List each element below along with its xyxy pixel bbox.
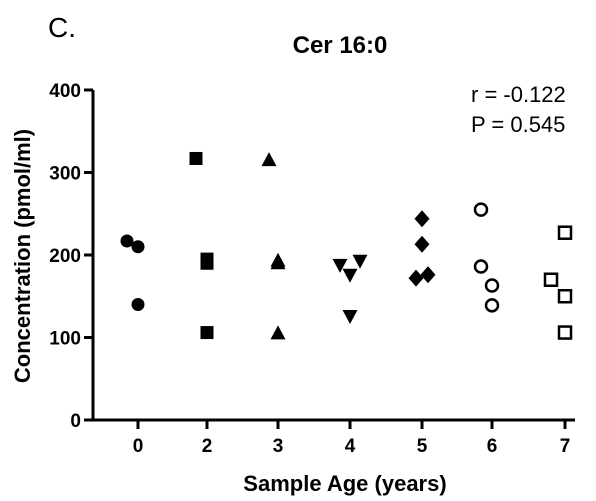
data-point (484, 298, 500, 313)
data-points (120, 151, 573, 340)
x-tick-label: 7 (560, 436, 571, 457)
data-point (484, 278, 500, 293)
axes (91, 90, 575, 422)
data-point (332, 258, 348, 273)
data-point (414, 235, 430, 253)
y-tick-label: 100 (49, 329, 81, 350)
x-axis-title: Sample Age (years) (243, 471, 446, 496)
data-point (557, 289, 573, 304)
y-tick-label: 200 (49, 246, 81, 267)
data-point (120, 234, 134, 248)
y-axis-title: Concentration (pmol/ml) (10, 129, 35, 383)
x-tick-label: 0 (133, 436, 144, 457)
y-ticks: 0 100 200 300 400 (49, 81, 93, 432)
y-tick-label: 400 (49, 81, 81, 102)
x-tick-label: 3 (273, 436, 284, 457)
x-tick-label: 2 (202, 436, 213, 457)
data-point (352, 254, 368, 269)
x-tick-label: 6 (487, 436, 498, 457)
data-point (473, 259, 489, 274)
data-point (131, 240, 145, 254)
x-ticks: 0 2 3 4 5 6 7 (133, 420, 571, 457)
correlation-p: P = 0.545 (471, 112, 565, 137)
data-point (270, 255, 286, 270)
data-point (200, 256, 214, 270)
data-point (473, 202, 489, 217)
x-tick-label: 4 (345, 436, 356, 457)
panel-label: C. (48, 12, 76, 43)
data-point (342, 268, 358, 283)
data-point (200, 326, 214, 340)
data-point (557, 225, 573, 240)
data-point (543, 272, 559, 287)
data-point (557, 325, 573, 340)
data-point (342, 310, 358, 325)
chart-title: Cer 16:0 (293, 32, 388, 59)
y-tick-label: 300 (49, 164, 81, 185)
data-point (270, 325, 286, 340)
data-point (189, 151, 203, 165)
data-point (414, 210, 430, 228)
data-point (420, 266, 436, 284)
x-tick-label: 5 (417, 436, 428, 457)
data-point (261, 152, 277, 167)
correlation-r: r = -0.122 (471, 82, 566, 107)
y-tick-label: 0 (70, 411, 81, 432)
data-point (131, 298, 145, 311)
data-point (408, 269, 424, 287)
